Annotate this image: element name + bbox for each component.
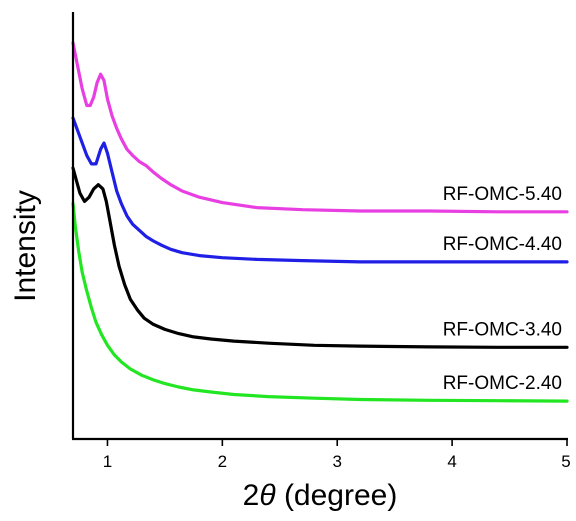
series-label-0: RF-OMC-5.40	[443, 184, 562, 205]
x-ticks: 1 2 3 4 5	[103, 439, 571, 471]
series-line-0	[71, 41, 569, 214]
y-axis-title: Intensity	[9, 190, 42, 302]
series-line-2	[71, 166, 569, 349]
x-tick-label-0: 1	[103, 452, 112, 471]
x-axis-title-suffix: (degree)	[276, 479, 398, 512]
x-tick-label-2: 3	[332, 452, 341, 471]
x-axis-title: 2θ (degree)	[243, 479, 398, 512]
series-label-2: RF-OMC-3.40	[443, 319, 562, 340]
axes	[71, 12, 568, 441]
x-tick-label-1: 2	[218, 452, 227, 471]
x-axis-title-prefix: 2	[243, 479, 260, 512]
series-label-3: RF-OMC-2.40	[443, 373, 562, 394]
series-line-1	[71, 116, 569, 264]
x-tick-label-3: 4	[447, 452, 456, 471]
x-tick-label-4: 5	[561, 452, 570, 471]
series-label-1: RF-OMC-4.40	[443, 234, 562, 255]
series-layer	[71, 41, 569, 403]
series-line-3	[71, 201, 569, 403]
series-labels: RF-OMC-5.40 RF-OMC-4.40 RF-OMC-3.40 RF-OMC-…	[443, 184, 562, 394]
x-axis-title-symbol: θ	[259, 479, 276, 512]
